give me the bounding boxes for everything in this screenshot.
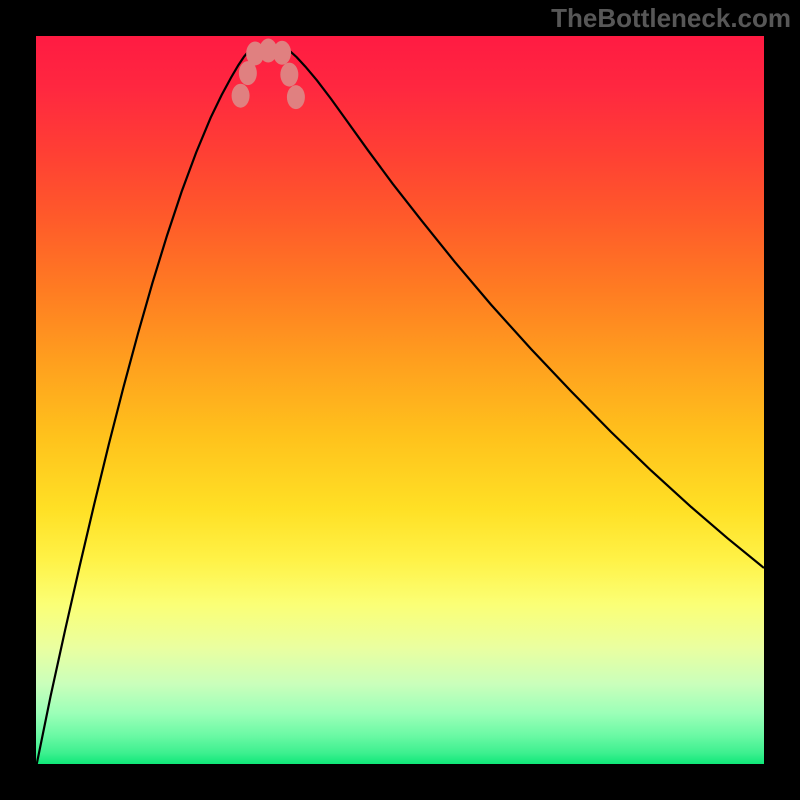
plot-svg: [36, 36, 764, 764]
watermark-label: TheBottleneck.com: [551, 3, 791, 34]
highlight-marker: [273, 41, 291, 65]
highlight-marker: [232, 84, 250, 108]
bottleneck-plot: [36, 36, 764, 764]
highlight-marker: [280, 63, 298, 87]
highlight-marker: [287, 85, 305, 109]
plot-background: [36, 36, 764, 764]
